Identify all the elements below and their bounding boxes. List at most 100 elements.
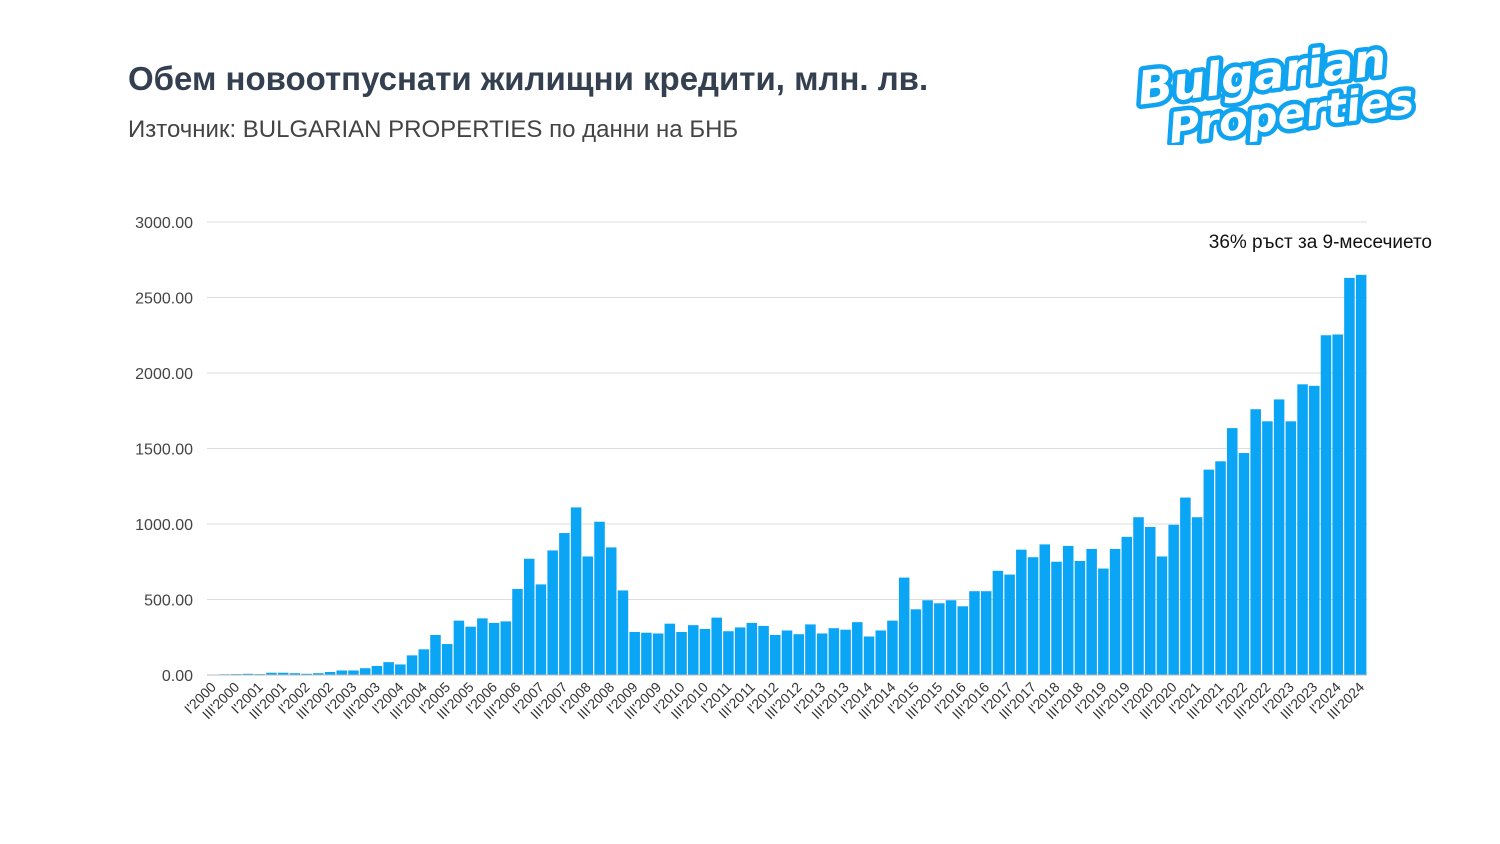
bar-II'2013 — [828, 628, 840, 675]
bar-III'2015 — [934, 603, 945, 675]
bar-II'2015 — [922, 600, 933, 675]
bar-IV'2017 — [1039, 544, 1051, 675]
y-tick-label: 2000.00 — [135, 366, 193, 383]
bar-III'2022 — [1262, 421, 1273, 675]
y-tick-label: 2500.00 — [135, 291, 193, 308]
bar-II'2020 — [1156, 556, 1168, 675]
bar-II'2009 — [641, 632, 652, 675]
bar-II'2007 — [547, 550, 558, 675]
bar-II'2017 — [1016, 549, 1027, 675]
bar-IV'2019 — [1133, 517, 1144, 675]
bar-IV'2016 — [992, 570, 1004, 675]
bar-III'2007 — [559, 533, 570, 675]
bar-II'2004 — [406, 655, 418, 675]
bar-II'2005 — [453, 620, 465, 675]
bar-I'2013 — [816, 633, 828, 675]
y-tick-label: 500.00 — [144, 593, 193, 610]
bar-III'2013 — [840, 629, 851, 675]
bar-II'2022 — [1250, 409, 1261, 675]
bulgarian-properties-logo: Bulgarian Properties — [1130, 30, 1421, 145]
bar-III'2016 — [980, 591, 992, 675]
bar-I'2009 — [629, 631, 640, 675]
bar-I'2023 — [1285, 421, 1297, 675]
bar-IV'2010 — [711, 617, 722, 675]
bar-III'2020 — [1168, 524, 1179, 675]
bar-III'2019 — [1121, 536, 1133, 675]
chart-title: Обем новоотпуснати жилищни кредити, млн.… — [128, 60, 929, 97]
bar-III'2001 — [277, 672, 289, 675]
bar-I'2021 — [1191, 517, 1203, 675]
bar-I'2010 — [676, 631, 687, 675]
bar-II'2010 — [688, 625, 699, 675]
bar-I'2016 — [957, 606, 969, 675]
bar-IV'2012 — [805, 624, 816, 675]
bar-III'2009 — [652, 633, 664, 675]
bar-III'2014 — [887, 620, 898, 675]
bar-I'2008 — [582, 556, 594, 675]
bar-III'2018 — [1074, 560, 1086, 675]
bar-III'2017 — [1027, 557, 1039, 675]
bar-II'2016 — [969, 591, 980, 675]
bar-I'2006 — [488, 622, 500, 675]
bar-I'2012 — [770, 634, 781, 675]
bar-I'2014 — [863, 636, 875, 675]
bar-I'2024 — [1332, 334, 1343, 675]
bar-IV'2003 — [383, 662, 394, 675]
bar-IV'2022 — [1273, 399, 1285, 675]
bar-I'2007 — [535, 584, 547, 675]
y-tick-label: 1500.00 — [135, 442, 193, 459]
bar-IV'2006 — [523, 558, 535, 675]
bar-III'2008 — [605, 547, 617, 675]
bar-II'2012 — [781, 630, 793, 675]
bar-III'2021 — [1215, 461, 1226, 675]
bar-I'2020 — [1144, 527, 1156, 675]
bar-I'2022 — [1238, 453, 1250, 675]
bar-I'2019 — [1098, 568, 1109, 675]
bar-I'2005 — [441, 644, 453, 675]
bar-IV'2015 — [945, 600, 957, 675]
bar-IV'2004 — [430, 634, 441, 675]
y-tick-label: 0.00 — [162, 668, 193, 685]
bar-II'2018 — [1062, 545, 1074, 675]
bar-II'2002 — [313, 673, 324, 675]
bar-IV'2008 — [617, 590, 629, 675]
bar-IV'2018 — [1086, 548, 1097, 675]
bar-IV'2014 — [898, 577, 910, 675]
bar-III'2024 — [1355, 274, 1367, 675]
bar-II'2023 — [1297, 384, 1308, 675]
bar-IV'2005 — [477, 618, 488, 675]
bar-I'2004 — [395, 664, 406, 675]
bar-I'2003 — [348, 670, 359, 675]
bar-IV'2021 — [1226, 428, 1238, 675]
bar-IV'2013 — [852, 622, 863, 675]
bar-I'2018 — [1051, 561, 1062, 675]
bar-III'2012 — [793, 634, 804, 675]
bar-I'2011 — [723, 631, 734, 675]
bar-II'2021 — [1203, 469, 1215, 675]
bar-III'2003 — [371, 665, 383, 675]
bar-IV'2007 — [570, 507, 582, 675]
bar-IV'2011 — [758, 625, 769, 675]
bar-III'2023 — [1309, 385, 1320, 675]
bar-II'2003 — [359, 668, 371, 675]
bar-IV'2000 — [242, 673, 254, 675]
bar-II'2006 — [500, 621, 512, 675]
bar-IV'2009 — [664, 623, 676, 675]
y-tick-label: 1000.00 — [135, 517, 193, 534]
bar-I'2002 — [301, 673, 312, 675]
bar-III'2006 — [512, 588, 523, 675]
y-tick-label: 3000.00 — [135, 215, 193, 232]
bar-III'2005 — [465, 626, 476, 675]
bar-II'2014 — [875, 630, 886, 675]
bar-II'2019 — [1109, 548, 1121, 675]
bar-III'2004 — [418, 649, 430, 675]
bar-II'2008 — [594, 521, 605, 675]
growth-annotation: 36% ръст за 9-месечието — [1209, 232, 1432, 253]
bar-IV'2001 — [289, 673, 301, 675]
bar-II'2011 — [734, 627, 746, 675]
bar-I'2017 — [1004, 574, 1015, 675]
bar-III'2011 — [746, 622, 758, 675]
bar-II'2001 — [266, 672, 277, 675]
bar-I'2015 — [910, 609, 922, 675]
